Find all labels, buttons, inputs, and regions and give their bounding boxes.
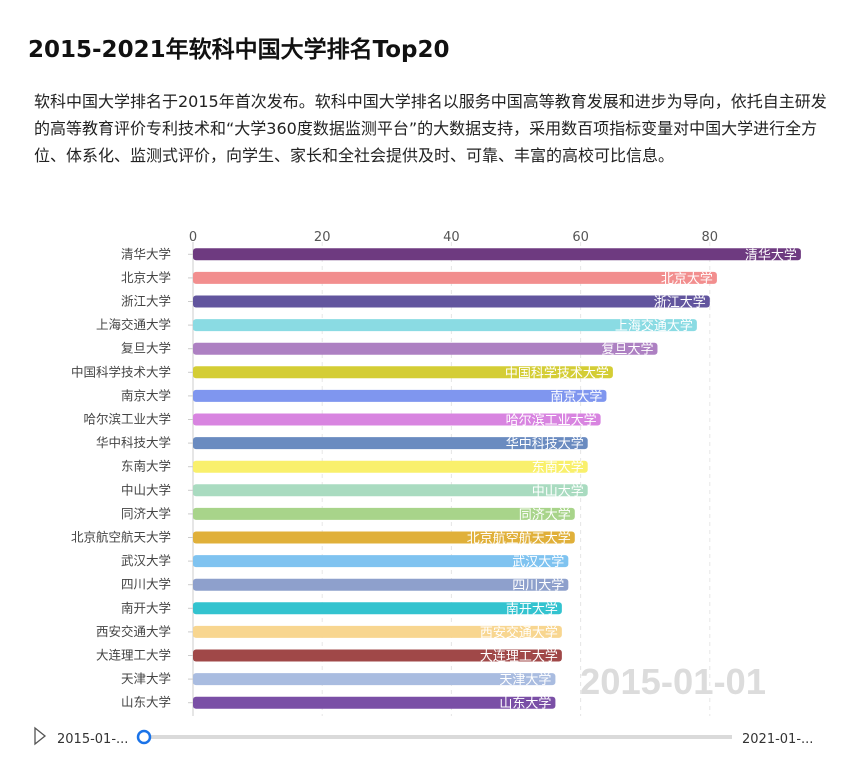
bar[interactable] [193,507,575,520]
bar[interactable] [193,673,556,686]
y-category-label: 大连理工大学 [96,648,171,663]
x-tick-label: 80 [702,230,719,245]
y-category-label: 中国科学技术大学 [71,364,171,379]
bar-label: 南开大学 [506,601,558,617]
bar[interactable] [193,578,569,591]
bar-label: 中国科学技术大学 [505,365,609,381]
bar[interactable] [193,248,801,261]
bar[interactable] [193,602,562,615]
bar-label: 武汉大学 [512,554,564,570]
x-tick-label: 40 [443,230,460,245]
bar-label: 四川大学 [512,578,564,594]
play-icon[interactable] [34,726,47,746]
y-category-label: 华中科技大学 [96,435,171,450]
bar[interactable] [193,437,588,450]
y-category-label: 上海交通大学 [96,317,171,332]
y-category-label: 西安交通大学 [96,624,171,639]
bar-label: 北京航空航天大学 [467,531,571,547]
bar[interactable] [193,484,588,497]
bar-label: 大连理工大学 [480,649,558,665]
bar[interactable] [193,271,717,284]
bar[interactable] [193,319,697,332]
y-category-label: 武汉大学 [121,553,171,568]
bar[interactable] [193,342,658,355]
bar-label: 清华大学 [745,247,797,263]
bar[interactable] [193,531,575,544]
bar-label: 山东大学 [499,696,551,712]
y-category-label: 浙江大学 [121,294,171,309]
y-category-label: 北京航空航天大学 [71,530,171,545]
y-category-label: 天津大学 [121,671,171,686]
bar-label: 东南大学 [532,460,584,476]
bar[interactable] [193,649,562,662]
bar-label: 上海交通大学 [615,318,693,334]
x-tick-label: 60 [572,230,589,245]
timeline-start-label: 2015-01-... [57,732,128,747]
bar[interactable] [193,625,562,638]
bar[interactable] [193,389,607,402]
bar-label: 复旦大学 [601,342,653,358]
bar-label: 天津大学 [499,672,551,688]
bar[interactable] [193,366,613,379]
period-label: 2015-01-01 [580,661,766,702]
bar-label: 南京大学 [550,389,602,405]
y-category-label: 复旦大学 [121,341,171,356]
bar-label: 北京大学 [661,271,713,287]
y-category-label: 南京大学 [121,388,171,403]
y-category-label: 哈尔滨工业大学 [83,412,171,427]
description: 软科中国大学排名于2015年首次发布。软科中国大学排名以服务中国高等教育发展和进… [34,92,827,165]
x-tick-label: 0 [189,230,197,245]
bar[interactable] [193,460,588,473]
bar[interactable] [193,413,601,426]
bar-label: 华中科技大学 [506,436,584,452]
y-category-label: 中山大学 [121,482,171,497]
bar-label: 西安交通大学 [480,625,558,641]
y-category-label: 山东大学 [121,695,171,710]
bar-label: 浙江大学 [654,295,706,311]
page-title: 2015-2021年软科中国大学排名Top20 [28,37,450,63]
y-category-label: 北京大学 [121,270,171,285]
timeline-handle[interactable] [136,729,152,745]
bar[interactable] [193,295,710,308]
x-tick-label: 20 [314,230,331,245]
timeline-end-label: 2021-01-... [742,732,813,747]
bar-label: 同济大学 [519,507,571,523]
bar-label: 中山大学 [532,483,584,499]
y-category-label: 清华大学 [121,246,171,261]
y-category-label: 四川大学 [121,577,171,592]
y-category-label: 东南大学 [121,459,171,474]
bar[interactable] [193,555,569,568]
y-category-label: 同济大学 [121,506,171,521]
bar[interactable] [193,696,556,709]
y-category-label: 南开大学 [121,600,171,615]
bar-label: 哈尔滨工业大学 [506,413,597,429]
